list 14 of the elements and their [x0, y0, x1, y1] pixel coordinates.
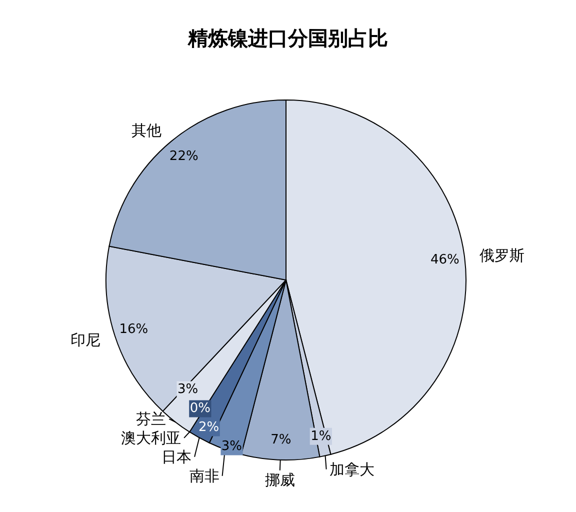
slice-label: 印尼 — [70, 330, 100, 349]
slice-label: 俄罗斯 — [479, 246, 524, 265]
legend-label: 澳大利亚 — [121, 428, 182, 447]
chart-title: 精炼镍进口分国别占比 — [186, 25, 389, 52]
slice-label: 挪威 — [264, 470, 295, 489]
slice-label: 芬兰 — [136, 410, 166, 428]
slice-label: 加拿大 — [329, 460, 374, 478]
data-label: 7% — [270, 432, 292, 448]
slice-label: 南非 — [189, 466, 220, 485]
slice-label: 其他 — [131, 122, 162, 140]
data-label: 22% — [169, 149, 198, 164]
data-label: 16% — [119, 322, 148, 338]
slice-label: 日本 — [162, 448, 192, 466]
data-label: 46% — [430, 252, 460, 268]
